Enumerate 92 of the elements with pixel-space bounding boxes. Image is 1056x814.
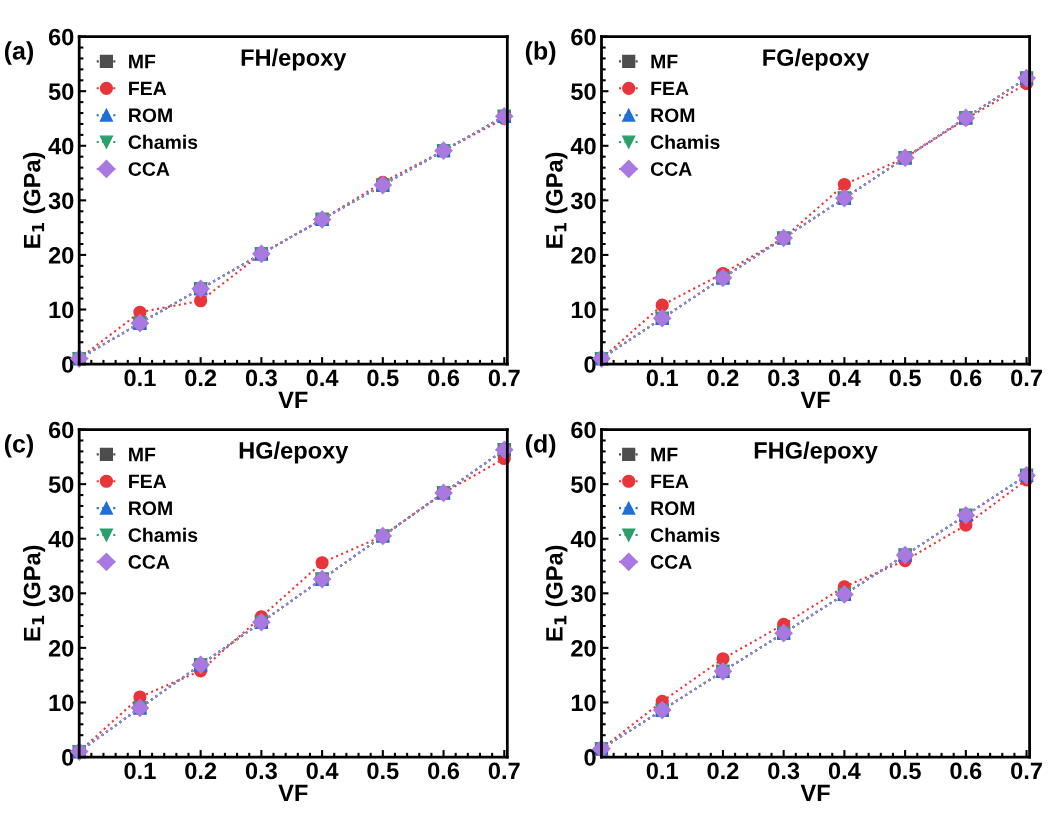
chart-title: FH/epoxy (241, 48, 347, 71)
legend-label: ROM (651, 501, 695, 516)
y-tick-label: 10 (571, 694, 596, 712)
y-tick-label: 60 (48, 28, 74, 46)
x-tick-label: 0.6 (950, 369, 982, 387)
legend-label: MF (129, 54, 156, 69)
y-tick-label: 50 (571, 83, 596, 100)
legend-label: FEA (129, 81, 167, 96)
text: (b) (525, 41, 556, 65)
legend-label: Chamis (650, 527, 720, 542)
legend-label: MF (129, 447, 156, 462)
x-tick-label: 0.5 (367, 369, 399, 387)
x-tick-label: 0.5 (889, 369, 921, 387)
x-tick-label: 0.7 (1011, 762, 1042, 780)
x-tick-label: 0.3 (245, 762, 277, 780)
legend-label: FEA (129, 474, 167, 489)
x-tick-label: 0.2 (707, 369, 739, 387)
x-tick-label: 0.5 (889, 762, 921, 780)
y-tick-label: 10 (49, 301, 74, 319)
y-tick-label: 40 (570, 530, 596, 548)
legend-label: MF (651, 54, 678, 69)
x-tick-label: 0.7 (1011, 369, 1042, 387)
x-tick-label: 0.1 (646, 369, 678, 387)
x-tick-label: 0.2 (185, 369, 217, 387)
x-tick-label: 0.4 (828, 369, 861, 387)
legend-label: Chamis (650, 134, 720, 150)
x-tick-label: 0.1 (646, 762, 678, 780)
legend-label: FEA (651, 81, 689, 96)
chart-title: FG/epoxy (763, 48, 870, 71)
x-tick-label: 0.4 (306, 369, 339, 387)
y-tick-label: 0 (62, 749, 74, 766)
y-tick-label: 30 (570, 585, 596, 603)
legend-label: ROM (129, 501, 172, 516)
y-tick-label: 0 (584, 749, 596, 766)
y-tick-label: 50 (571, 476, 596, 493)
x-tick-label: 0.2 (707, 762, 739, 780)
x-tick-label: 0.6 (950, 762, 982, 780)
y-tick-label: 40 (570, 137, 596, 155)
chart-title: HG/epoxy (239, 441, 349, 464)
y-tick-label: 50 (48, 476, 74, 493)
y-tick-label: 20 (48, 247, 74, 264)
y-tick-label: 30 (570, 192, 596, 210)
x-axis-title: VF (278, 784, 308, 801)
y-tick-label: 20 (571, 639, 596, 657)
y-axis-title: E$_{1}$ (GPa) (23, 152, 46, 248)
x-tick-label: 0.2 (185, 762, 217, 780)
chart-title: FHG/epoxy (754, 441, 878, 464)
y-axis-title: E$_{1}$ (GPa) (545, 545, 568, 641)
x-tick-label: 0.7 (488, 762, 520, 780)
y-tick-label: 40 (48, 137, 74, 155)
legend-label: CCA (650, 162, 692, 176)
y-tick-label: 0 (62, 356, 74, 373)
x-tick-label: 0.4 (306, 762, 339, 780)
x-tick-label: 0.6 (428, 762, 460, 780)
text: (a) (4, 41, 34, 65)
legend-label: MF (651, 447, 678, 462)
legend-label: Chamis (128, 134, 198, 150)
y-tick-label: 30 (48, 192, 74, 210)
x-axis-title: VF (278, 391, 308, 409)
x-tick-label: 0.1 (124, 369, 156, 387)
legend-label: CCA (128, 555, 170, 569)
y-axis-title: E$_{1}$ (GPa) (23, 545, 46, 641)
x-axis-title: VF (800, 784, 830, 801)
x-axis-title: VF (800, 391, 830, 409)
text: (c) (4, 434, 34, 458)
y-tick-label: 50 (48, 83, 74, 100)
y-tick-label: 60 (48, 421, 74, 439)
x-tick-label: 0.6 (428, 369, 460, 387)
y-tick-label: 60 (571, 421, 596, 439)
y-tick-label: 60 (571, 28, 596, 46)
x-tick-label: 0.3 (768, 762, 800, 780)
y-tick-label: 40 (48, 530, 74, 548)
y-tick-label: 20 (571, 247, 596, 264)
x-tick-label: 0.5 (367, 762, 399, 780)
y-tick-label: 20 (48, 639, 74, 657)
legend-label: ROM (651, 108, 695, 123)
y-tick-label: 30 (48, 585, 74, 603)
y-tick-label: 0 (584, 356, 596, 373)
text: (d) (525, 434, 556, 458)
x-tick-label: 0.3 (245, 369, 277, 387)
legend-label: Chamis (128, 527, 198, 542)
legend-label: ROM (129, 108, 172, 123)
y-axis-title: E$_{1}$ (GPa) (545, 152, 568, 248)
legend-label: CCA (128, 162, 170, 176)
legend-label: FEA (651, 474, 689, 489)
legend-label: CCA (650, 555, 692, 569)
x-tick-label: 0.7 (488, 369, 520, 387)
x-tick-label: 0.3 (768, 369, 800, 387)
x-tick-label: 0.4 (828, 762, 861, 780)
y-tick-label: 10 (571, 301, 596, 319)
y-tick-label: 10 (49, 694, 74, 712)
x-tick-label: 0.1 (124, 762, 156, 780)
